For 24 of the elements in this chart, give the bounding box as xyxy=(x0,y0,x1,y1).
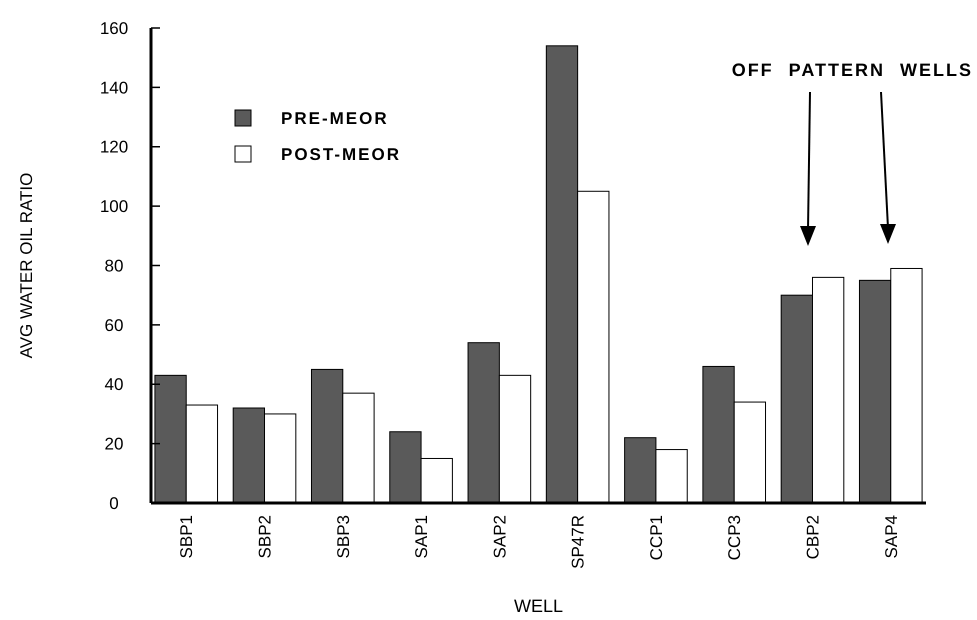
x-tick-label: CCP1 xyxy=(646,515,666,560)
legend-label: PRE-MEOR xyxy=(281,108,389,128)
y-tick-label: 40 xyxy=(104,375,124,394)
legend-label: POST-MEOR xyxy=(281,144,402,164)
x-tick-label: SAP2 xyxy=(490,515,510,558)
x-axis-title: WELL xyxy=(514,596,564,616)
y-tick-label: 60 xyxy=(104,316,124,335)
y-tick-label: 140 xyxy=(100,78,128,98)
x-tick-label: SBP1 xyxy=(177,515,196,558)
x-tick-label: SAP4 xyxy=(882,515,901,558)
y-axis-title: AVG WATER OIL RATIO xyxy=(17,172,36,358)
x-tick-label: SBP3 xyxy=(334,515,353,558)
y-tick-label: 160 xyxy=(100,18,128,38)
y-tick-label: 0 xyxy=(109,494,119,513)
annotation: OFF PATTERN WELLS xyxy=(732,60,973,80)
x-tick-label: SAP1 xyxy=(412,515,432,558)
y-tick-label: 20 xyxy=(104,434,124,454)
y-tick-label: 100 xyxy=(100,197,128,216)
y-tick-label: 120 xyxy=(100,138,128,157)
y-tick-label: 80 xyxy=(104,256,124,276)
x-tick-label: CCP3 xyxy=(725,515,744,560)
x-tick-label: SBP2 xyxy=(256,515,275,558)
x-tick-label: CBP2 xyxy=(803,515,822,560)
x-tick-label: SP47R xyxy=(568,515,588,569)
